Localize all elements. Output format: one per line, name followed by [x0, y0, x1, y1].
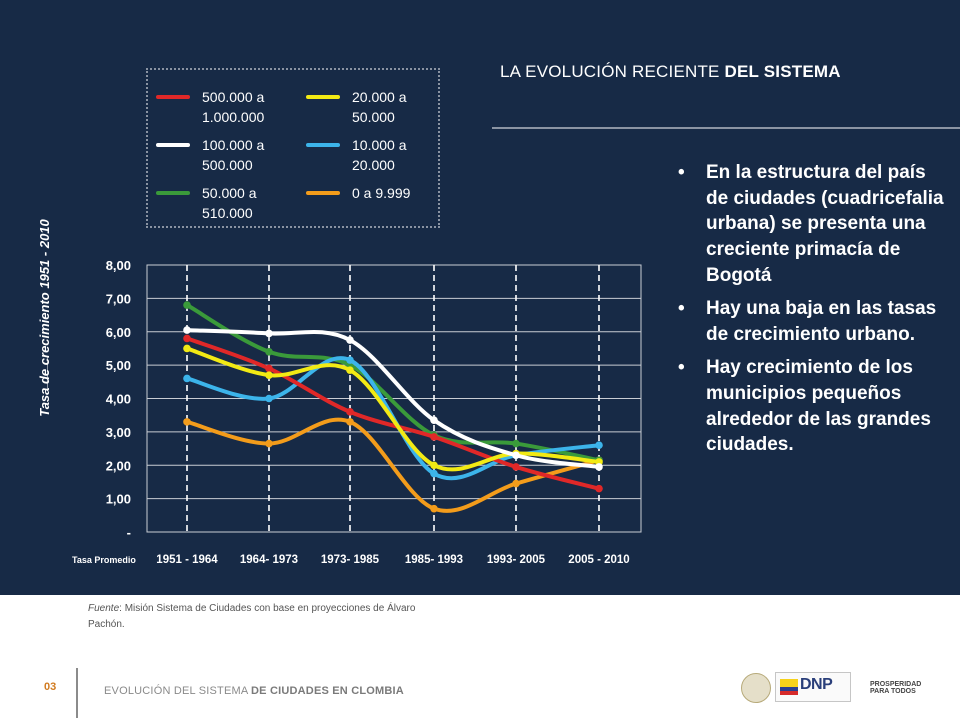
data-point: [265, 371, 273, 379]
footer-divider: [76, 668, 78, 718]
prosperidad-logo-line: PARA TODOS: [870, 688, 916, 696]
y-tick-label: 1,00: [106, 492, 131, 507]
data-point: [265, 364, 273, 373]
y-tick-label: 6,00: [106, 325, 131, 340]
data-point: [183, 418, 191, 426]
series-line: [185, 346, 601, 472]
series-line: [185, 336, 601, 491]
legend-label: 510.000: [202, 205, 253, 221]
footer-title-regular: EVOLUCIÓN DEL SISTEMA: [104, 685, 252, 697]
y-tick-label: 2,00: [106, 458, 131, 473]
x-tick-label: 1973- 1985: [321, 554, 380, 566]
data-point: [595, 484, 603, 493]
bullet-list: En la estructura del país de ciudades (c…: [678, 160, 946, 466]
data-point: [430, 433, 438, 441]
x-tick-label: 1985- 1993: [405, 554, 463, 566]
legend-label: 0 a 9.999: [352, 185, 411, 201]
data-point: [183, 374, 191, 383]
slide-title-regular: LA EVOLUCIÓN RECIENTE: [500, 62, 725, 81]
data-point: [183, 344, 191, 353]
chart-legend: 500.000 a 1.000.000 20.000 a 50.000 100.000 …: [146, 68, 440, 228]
data-point: [346, 356, 354, 364]
data-point: [512, 439, 520, 448]
source-label: Fuente: [88, 603, 120, 614]
legend-entries: 500.000 a 1.000.000 20.000 a 50.000 100.000 …: [156, 89, 411, 221]
coat-of-arms-logo: [741, 673, 771, 703]
x-tick-label: 1964- 1973: [240, 554, 298, 566]
legend-label: 500.000 a: [202, 89, 264, 105]
legend-label: 50.000 a: [202, 185, 257, 201]
y-tick-label: 4,00: [106, 392, 131, 407]
legend-label: 1.000.000: [202, 109, 264, 125]
slide-panel: 500.000 a 1.000.000 20.000 a 50.000 100.000 …: [0, 0, 960, 595]
legend-label: 20.000: [352, 157, 395, 173]
legend-label: 50.000: [352, 109, 395, 125]
data-point: [430, 461, 438, 470]
data-point: [430, 416, 438, 424]
line-chart: - 1,00 2,00 3,00 4,00 5,00 6,00 7,00 8,00 1951 - …: [72, 258, 642, 566]
bullet-item: Hay crecimiento de los municipios pequeñ…: [678, 355, 946, 458]
data-point: [512, 479, 520, 488]
data-point: [183, 326, 191, 334]
y-tick-label: 5,00: [106, 358, 131, 373]
series-line: [185, 328, 601, 469]
data-point: [430, 469, 438, 478]
slide-title: LA EVOLUCIÓN RECIENTE DEL SISTEMA: [500, 62, 841, 82]
data-point: [346, 336, 354, 344]
data-point: [183, 334, 191, 343]
data-point: [265, 329, 273, 338]
y-axis-title-divider: [47, 356, 48, 391]
x-tick-label: 2005 - 2010: [568, 554, 629, 566]
dnp-logo: DNP: [775, 672, 851, 702]
prosperidad-logo-line: PROSPERIDAD: [870, 681, 922, 688]
data-point: [430, 504, 438, 513]
x-axis-row-label: Tasa Promedio: [72, 555, 136, 565]
data-point: [595, 441, 603, 450]
legend-label: 100.000 a: [202, 137, 264, 153]
data-point: [346, 366, 354, 374]
title-divider: [492, 127, 960, 129]
source-note: Fuente: Misión Sistema de Ciudades con b…: [88, 601, 448, 632]
y-tick-label: 7,00: [106, 291, 131, 306]
colombia-flag-icon: [780, 679, 798, 695]
data-point: [265, 394, 273, 403]
data-point: [265, 347, 273, 356]
dnp-logo-text: DNP: [800, 676, 833, 693]
data-point: [346, 418, 354, 426]
data-point: [183, 301, 191, 309]
data-point: [595, 463, 603, 471]
legend-label: 10.000 a: [352, 137, 407, 153]
data-point: [346, 408, 354, 416]
bullet-item: Hay una baja en las tasas de crecimiento…: [678, 296, 946, 347]
y-tick-label: -: [127, 525, 131, 540]
page-number: 03: [44, 681, 57, 693]
x-tick-label: 1951 - 1964: [156, 554, 218, 566]
prosperidad-logo: PROSPERIDAD PARA TODOS: [870, 681, 921, 696]
y-tick-label: 8,00: [106, 258, 131, 273]
legend-label: 500.000: [202, 157, 253, 173]
y-tick-label: 3,00: [106, 425, 131, 440]
legend-label: 20.000 a: [352, 89, 407, 105]
footer-title: EVOLUCIÓN DEL SISTEMA DE CIUDADES EN CLO…: [104, 685, 404, 697]
slide-title-bold: DEL SISTEMA: [724, 62, 841, 81]
data-point: [512, 463, 520, 471]
source-text: : Misión Sistema de Ciudades con base en…: [88, 603, 416, 630]
data-point: [512, 451, 520, 460]
footer-title-bold: DE CIUDADES EN CLOMBIA: [251, 685, 404, 697]
x-tick-label: 1993- 2005: [487, 554, 546, 566]
series-line: [185, 303, 601, 463]
series-line: [185, 417, 601, 513]
data-point: [265, 439, 273, 448]
bullet-item: En la estructura del país de ciudades (c…: [678, 160, 946, 288]
